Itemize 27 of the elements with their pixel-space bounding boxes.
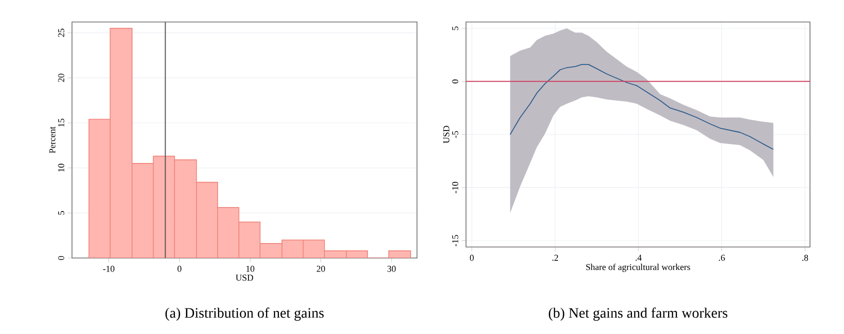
y-axis-title: Percent — [49, 126, 56, 154]
text: (a) Distribution of net gains — [165, 308, 324, 321]
y-tick-label: -15 — [452, 235, 458, 246]
x-tick-label: .2 — [552, 254, 558, 261]
x-tick-label: -10 — [103, 266, 114, 272]
x-tick-label: .8 — [802, 254, 808, 261]
x-axis-title: USD — [236, 274, 254, 281]
y-tick-label: 15 — [58, 118, 64, 127]
x-tick-label: 0 — [470, 254, 474, 261]
x-axis-title: Share of agricultural workers — [586, 264, 690, 272]
y-tick-label: -10 — [452, 182, 458, 194]
y-tick-label: 25 — [58, 28, 64, 37]
x-tick-label: 10 — [246, 266, 254, 272]
y-axis-title: USD — [443, 126, 450, 144]
y-tick-label: 5 — [58, 211, 64, 215]
y-tick-label: 5 — [452, 26, 458, 30]
x-tick-label: 0 — [178, 266, 182, 272]
y-tick-label: 10 — [58, 164, 64, 172]
text: (b) Net gains and farm workers — [548, 308, 728, 321]
y-tick-label: 20 — [58, 74, 64, 82]
y-tick-label: -5 — [452, 131, 458, 138]
line-series — [510, 64, 774, 150]
x-tick-label: 30 — [387, 266, 396, 272]
x-tick-label: .4 — [636, 254, 642, 261]
y-tick-label: 0 — [452, 80, 458, 84]
x-tick-label: .6 — [718, 254, 725, 261]
x-tick-label: 20 — [316, 266, 325, 272]
